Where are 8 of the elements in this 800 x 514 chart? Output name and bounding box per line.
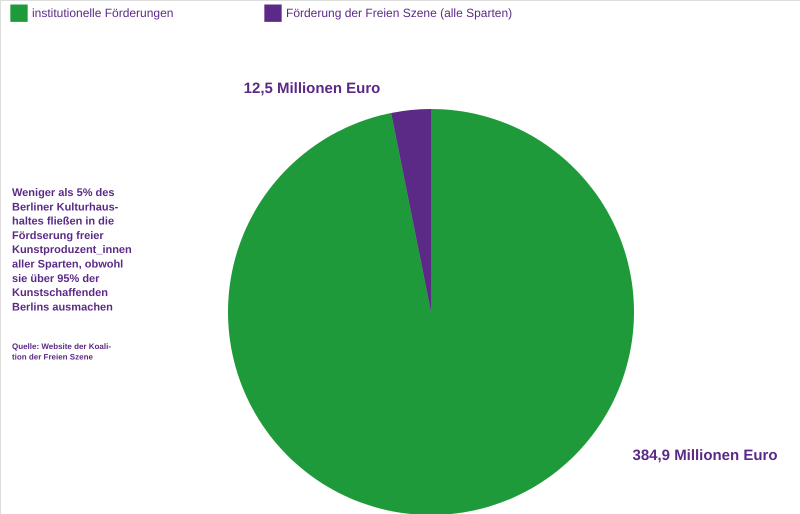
data-label: 12,5 Millionen Euro [244,80,380,97]
legend-label: institutionelle Förderungen [32,6,174,20]
pie-slice [228,109,634,514]
legend-label: Förderung der Freien Szene (alle Sparten) [286,6,512,20]
text: Weniger als 5% des Berliner Kulturhaus- haltes fließen in die Fördserung freier Kunstproduzent_innen aller Sparten, obwohl sie über 95% der Kunstschaffenden Berlins ausmachen [12,187,132,314]
data-label: 384,9 Millionen Euro [632,447,778,464]
source-note: Quelle: Website der Koali- tion der Freien Szene [12,342,112,362]
pie-slice [391,109,431,312]
